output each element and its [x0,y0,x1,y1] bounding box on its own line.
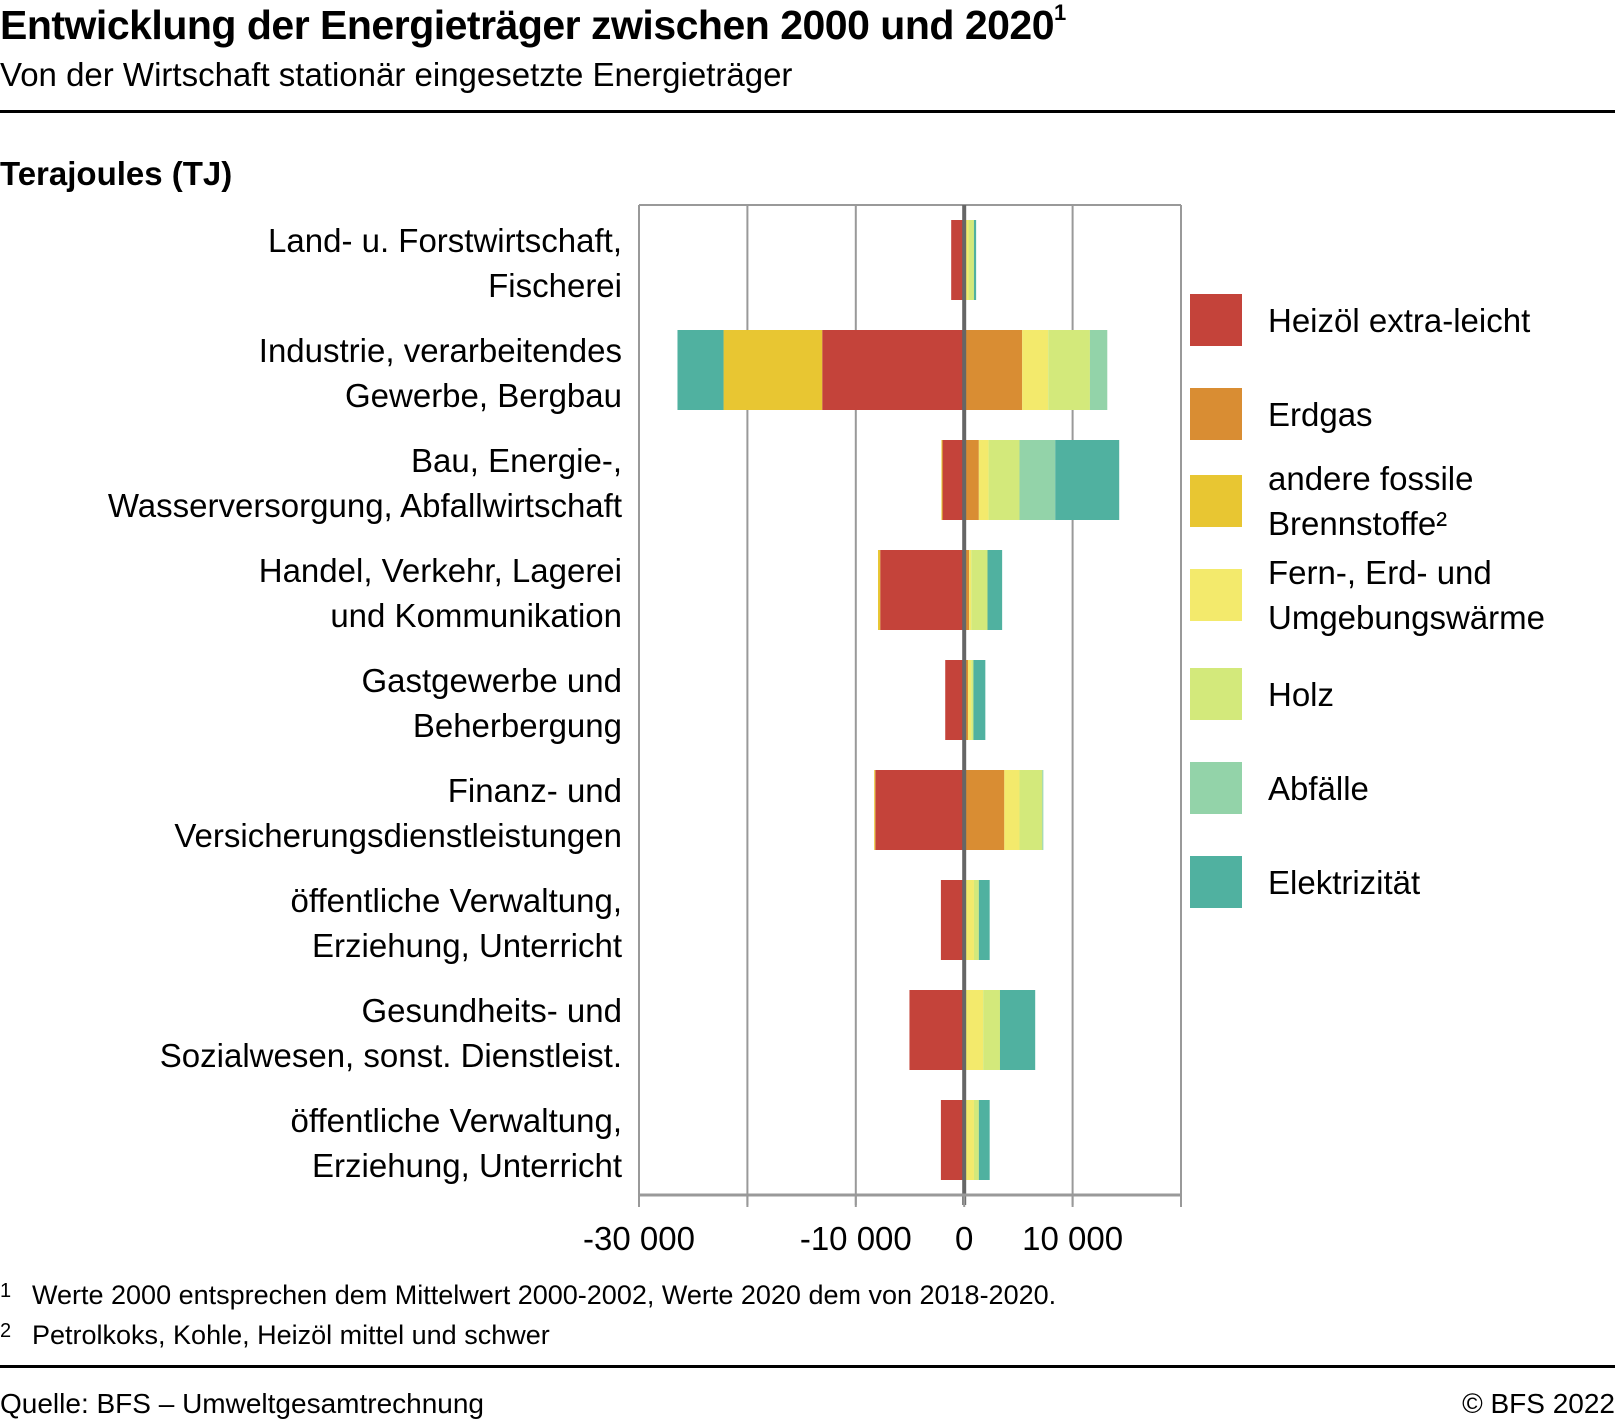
bar-segment [822,330,965,410]
legend-item: Elektrizität [1190,856,1420,908]
bar-segment [964,770,1005,850]
source-note: Quelle: BFS – Umweltgesamtrechnung [0,1388,484,1419]
bar-segment [1042,770,1044,850]
footnote-1-mark: 1 [0,1280,12,1302]
footnote-2-mark: 2 [0,1320,12,1342]
legend-label: Fern-, Erd- und Umgebungswärme [1268,554,1545,636]
bar-segment [973,880,979,960]
bar-segment [1048,330,1090,410]
legend-swatch [1190,762,1242,814]
category-label: Handel, Verkehr, Lagerei und Kommunikatio… [259,552,622,634]
chart-title: Entwicklung der Energieträger zwischen 2… [0,0,1066,49]
x-axis: -30 000 -10 000 0 10 000 [583,1193,1182,1255]
bar-segment [987,550,1003,630]
bar-segment [874,770,876,850]
x-tick-label: -30 000 [583,1220,695,1255]
legend-label: Holz [1268,675,1335,713]
bar-segment [964,330,1023,410]
bar-segment [951,220,965,300]
category-label: Finanz- und Versicherungsdienstleistungen [174,772,622,854]
legend-label: Heizöl extra-leicht [1268,301,1531,339]
legend-label: Erdgas [1268,395,1373,433]
bar-segment [965,1100,974,1180]
legend-label: andere fossile Brennstoffe² [1268,460,1474,542]
footnote-2: 2 Petrolkoks, Kohle, Heizöl mittel und sc… [0,1320,550,1351]
bar-segment [971,660,974,740]
footnote-1-text: Werte 2000 entsprechen dem Mittelwert 20… [32,1280,1057,1310]
category-labels: Land- u. Forstwirtschaft, Fischerei Indust… [108,222,622,1184]
bar-segment [723,330,823,410]
bar-segment [973,660,986,740]
bar-segment [964,440,979,520]
bar-segment [978,440,989,520]
category-label: Industrie, verarbeitendes Gewerbe, Bergba… [259,332,622,414]
x-tick-label: 10 000 [1022,1220,1123,1255]
bar-segment [983,990,1000,1070]
bar-segment [999,990,1036,1070]
legend-swatch [1190,569,1242,621]
bar-segment [967,660,972,740]
legend-item: andere fossile Brennstoffe² [1190,456,1473,546]
bar-segment [1004,770,1020,850]
chart-title-text: Entwicklung der Energieträger zwischen 2… [0,2,1055,48]
footnote-1: 1 Werte 2000 entsprechen dem Mittelwert 2… [0,1280,1056,1311]
bar-segment [988,440,1020,520]
legend-item: Abfälle [1190,762,1369,814]
bar-segment [1019,440,1056,520]
chart-subtitle: Von der Wirtschaft stationär eingesetzte… [0,56,793,93]
bar-segment [1022,330,1049,410]
category-label: öffentliche Verwaltung, Erziehung, Unterr… [291,882,622,964]
legend-label: Elektrizität [1268,863,1421,901]
bar-segment [965,220,969,300]
bar-segment [940,880,965,960]
legend-item: Holz [1190,668,1334,720]
legend-swatch [1190,856,1242,908]
bar-segment [969,550,972,630]
bar-segments [677,220,1120,1180]
bar-segment [880,550,965,630]
bar-segment [909,990,965,1070]
bar-segment [677,330,724,410]
footnote-2-text: Petrolkoks, Kohle, Heizöl mittel und sch… [32,1320,550,1350]
bar-segment [965,880,974,960]
legend-swatch [1190,294,1242,346]
category-label: Gastgewerbe und Beherbergung [361,662,622,744]
top-divider [0,110,1615,113]
bar-segment [973,220,977,300]
legend-item: Fern-, Erd- und Umgebungswärme [1190,550,1545,640]
bar-segment [878,550,881,630]
bar-segment [1019,770,1043,850]
copyright-note: © BFS 2022 [1462,1388,1615,1419]
legend-swatch [1190,475,1242,527]
category-label: öffentliche Verwaltung, Erziehung, Unterr… [291,1102,622,1184]
legend-swatch [1190,668,1242,720]
bar-segment [971,550,988,630]
category-label: Gesundheits- und Sozialwesen, sonst. Dien… [160,992,622,1074]
x-tick-label: -10 000 [800,1220,912,1255]
bar-segment [941,440,943,520]
bar-segment [940,1100,965,1180]
bar-segment [978,1100,990,1180]
bar-segment [964,550,970,630]
bar-segment [942,440,965,520]
bar-segment [875,770,965,850]
category-label: Bau, Energie-, Wasserversorgung, Abfallwi… [108,442,622,524]
bar-chart: Land- u. Forstwirtschaft, Fischerei Indust… [108,204,1182,1255]
title-footnote-mark: 1 [1054,0,1066,25]
legend-label: Abfälle [1268,769,1369,807]
legend-swatch [1190,388,1242,440]
category-label: Land- u. Forstwirtschaft, Fischerei [268,222,622,304]
bar-segment [973,1100,979,1180]
unit-label: Terajoules (TJ) [0,155,233,192]
bottom-divider [0,1365,1615,1368]
bar-segment [968,220,974,300]
x-tick-label: 0 [955,1220,973,1255]
legend-item: Heizöl extra-leicht [1190,294,1530,346]
bar-segment [978,880,990,960]
bar-segment [945,660,965,740]
bar-segment [1055,440,1120,520]
bar-segment [1089,330,1108,410]
legend-item: Erdgas [1190,388,1373,440]
bar-segment [964,990,984,1070]
